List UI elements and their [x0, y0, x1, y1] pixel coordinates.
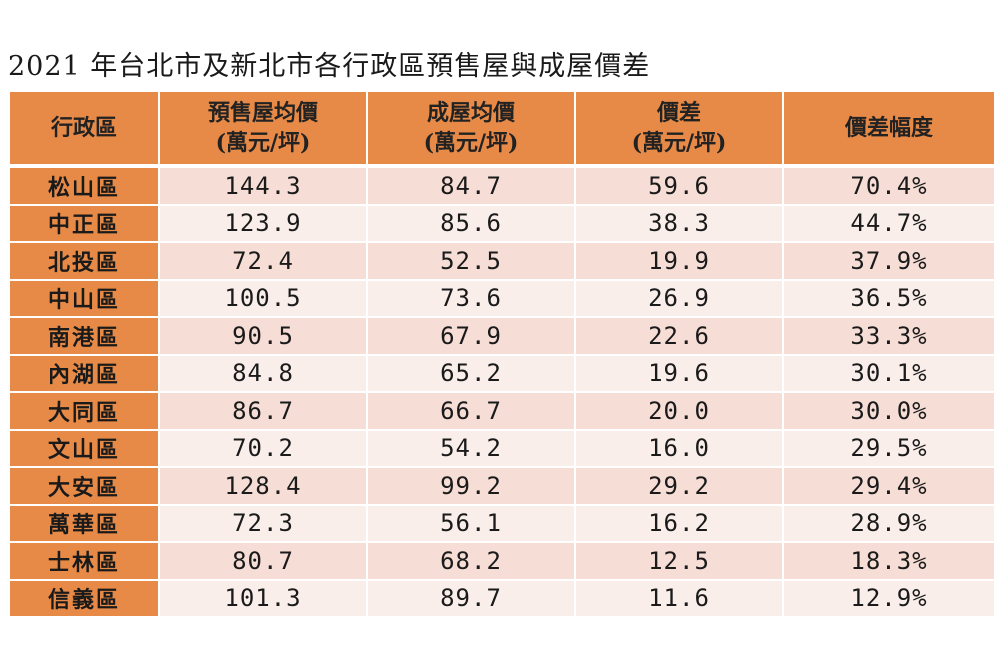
table-row: 萬華區 72.3 56.1 16.2 28.9% [10, 505, 994, 543]
header-existing-line1: 成屋均價 [426, 100, 515, 126]
cell-presale: 72.4 [160, 243, 368, 281]
header-pct: 價差幅度 [784, 92, 994, 168]
cell-presale: 100.5 [160, 280, 368, 318]
cell-existing: 84.7 [368, 168, 576, 206]
cell-existing: 73.6 [368, 280, 576, 318]
cell-existing: 56.1 [368, 505, 576, 543]
cell-existing: 66.7 [368, 393, 576, 431]
cell-district: 南港區 [10, 318, 160, 356]
cell-presale: 128.4 [160, 468, 368, 506]
price-difference-table: 行政區 預售屋均價 (萬元/坪) 成屋均價 (萬元/坪) 價差 (萬元/坪) 價… [10, 92, 994, 618]
cell-diff: 19.9 [576, 243, 784, 281]
cell-diff: 20.0 [576, 393, 784, 431]
table-row: 大安區 128.4 99.2 29.2 29.4% [10, 468, 994, 506]
cell-diff: 26.9 [576, 280, 784, 318]
cell-existing: 54.2 [368, 430, 576, 468]
cell-district: 大同區 [10, 393, 160, 431]
header-existing: 成屋均價 (萬元/坪) [368, 92, 576, 168]
cell-pct: 29.4% [784, 468, 994, 506]
cell-pct: 36.5% [784, 280, 994, 318]
cell-existing: 52.5 [368, 243, 576, 281]
table-row: 士林區 80.7 68.2 12.5 18.3% [10, 543, 994, 581]
table-row: 松山區 144.3 84.7 59.6 70.4% [10, 168, 994, 206]
table-row: 內湖區 84.8 65.2 19.6 30.1% [10, 355, 994, 393]
cell-pct: 29.5% [784, 430, 994, 468]
cell-existing: 85.6 [368, 205, 576, 243]
cell-presale: 90.5 [160, 318, 368, 356]
cell-presale: 123.9 [160, 205, 368, 243]
cell-presale: 144.3 [160, 168, 368, 206]
table-row: 南港區 90.5 67.9 22.6 33.3% [10, 318, 994, 356]
cell-diff: 16.2 [576, 505, 784, 543]
cell-district: 大安區 [10, 468, 160, 506]
cell-diff: 19.6 [576, 355, 784, 393]
cell-presale: 84.8 [160, 355, 368, 393]
table-row: 中正區 123.9 85.6 38.3 44.7% [10, 205, 994, 243]
cell-district: 松山區 [10, 168, 160, 206]
cell-pct: 33.3% [784, 318, 994, 356]
cell-diff: 29.2 [576, 468, 784, 506]
cell-presale: 70.2 [160, 430, 368, 468]
cell-pct: 37.9% [784, 243, 994, 281]
cell-pct: 12.9% [784, 580, 994, 618]
cell-diff: 38.3 [576, 205, 784, 243]
cell-presale: 101.3 [160, 580, 368, 618]
cell-presale: 86.7 [160, 393, 368, 431]
cell-presale: 80.7 [160, 543, 368, 581]
table-row: 大同區 86.7 66.7 20.0 30.0% [10, 393, 994, 431]
cell-pct: 30.0% [784, 393, 994, 431]
header-row: 行政區 預售屋均價 (萬元/坪) 成屋均價 (萬元/坪) 價差 (萬元/坪) 價… [10, 92, 994, 168]
table-row: 信義區 101.3 89.7 11.6 12.9% [10, 580, 994, 618]
cell-district: 信義區 [10, 580, 160, 618]
cell-diff: 12.5 [576, 543, 784, 581]
header-diff-line2: (萬元/坪) [631, 130, 727, 156]
cell-presale: 72.3 [160, 505, 368, 543]
cell-diff: 59.6 [576, 168, 784, 206]
cell-diff: 22.6 [576, 318, 784, 356]
cell-existing: 68.2 [368, 543, 576, 581]
header-district: 行政區 [10, 92, 160, 168]
table-row: 中山區 100.5 73.6 26.9 36.5% [10, 280, 994, 318]
header-presale-line1: 預售屋均價 [207, 100, 318, 126]
cell-district: 萬華區 [10, 505, 160, 543]
cell-pct: 28.9% [784, 505, 994, 543]
table-row: 文山區 70.2 54.2 16.0 29.5% [10, 430, 994, 468]
cell-district: 士林區 [10, 543, 160, 581]
cell-pct: 44.7% [784, 205, 994, 243]
header-presale-line2: (萬元/坪) [215, 130, 311, 156]
header-presale: 預售屋均價 (萬元/坪) [160, 92, 368, 168]
cell-existing: 99.2 [368, 468, 576, 506]
cell-diff: 16.0 [576, 430, 784, 468]
cell-pct: 30.1% [784, 355, 994, 393]
cell-existing: 89.7 [368, 580, 576, 618]
cell-district: 文山區 [10, 430, 160, 468]
cell-pct: 70.4% [784, 168, 994, 206]
table-title: 2021 年台北市及新北市各行政區預售屋與成屋價差 [8, 51, 651, 82]
cell-district: 內湖區 [10, 355, 160, 393]
cell-district: 中正區 [10, 205, 160, 243]
header-diff: 價差 (萬元/坪) [576, 92, 784, 168]
header-existing-line2: (萬元/坪) [423, 130, 519, 156]
header-diff-line1: 價差 [656, 100, 701, 126]
cell-existing: 67.9 [368, 318, 576, 356]
cell-district: 中山區 [10, 280, 160, 318]
cell-diff: 11.6 [576, 580, 784, 618]
header-pct-label: 價差幅度 [844, 115, 933, 141]
cell-pct: 18.3% [784, 543, 994, 581]
table-row: 北投區 72.4 52.5 19.9 37.9% [10, 243, 994, 281]
header-district-label: 行政區 [50, 115, 117, 141]
cell-district: 北投區 [10, 243, 160, 281]
cell-existing: 65.2 [368, 355, 576, 393]
